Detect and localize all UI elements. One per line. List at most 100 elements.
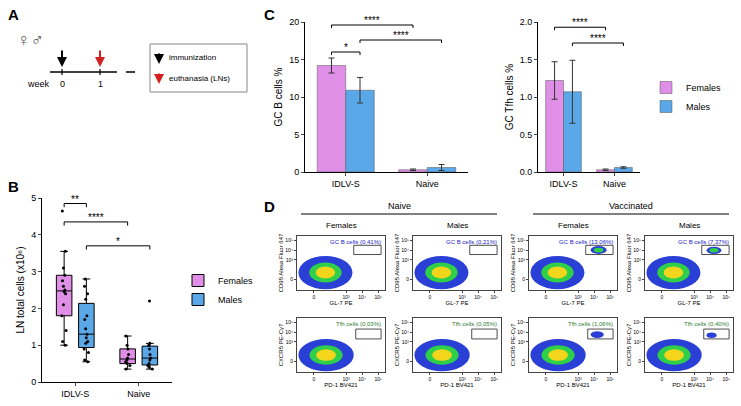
svg-text:10⁴: 10⁴ — [401, 247, 409, 253]
svg-text:10⁴: 10⁴ — [706, 294, 714, 300]
svg-text:10⁴: 10⁴ — [285, 329, 293, 335]
svg-text:10³: 10³ — [342, 294, 350, 300]
svg-text:10⁵: 10⁵ — [633, 319, 641, 325]
svg-text:10⁵: 10⁵ — [606, 294, 614, 300]
svg-text:10⁵: 10⁵ — [722, 376, 730, 382]
svg-text:10⁴: 10⁴ — [590, 294, 598, 300]
svg-text:3: 3 — [31, 267, 36, 277]
svg-text:GL-7 PE: GL-7 PE — [445, 300, 468, 306]
svg-text:10⁴: 10⁴ — [517, 247, 525, 253]
svg-text:10⁴: 10⁴ — [474, 376, 482, 382]
svg-text:10⁵: 10⁵ — [490, 294, 498, 300]
svg-text:GC B cells (0,21%): GC B cells (0,21%) — [446, 239, 497, 245]
svg-text:0: 0 — [522, 276, 525, 282]
svg-text:10³: 10³ — [458, 294, 466, 300]
svg-text:C: C — [264, 6, 275, 23]
svg-text:0: 0 — [406, 276, 409, 282]
svg-text:10³: 10³ — [634, 339, 642, 345]
svg-text:GL-7 PE: GL-7 PE — [561, 300, 584, 306]
svg-text:GC B cells (13,06%): GC B cells (13,06%) — [559, 239, 613, 245]
svg-text:10⁵: 10⁵ — [401, 319, 409, 325]
svg-text:Males: Males — [218, 295, 243, 305]
svg-text:week: week — [27, 79, 50, 89]
svg-text:1.5: 1.5 — [520, 55, 533, 65]
svg-text:euthanasia (LNs): euthanasia (LNs) — [169, 74, 230, 83]
svg-text:PD-1 BV421: PD-1 BV421 — [556, 382, 590, 388]
svg-text:0: 0 — [428, 376, 431, 382]
svg-text:10³: 10³ — [574, 376, 582, 382]
svg-text:Females: Females — [558, 221, 589, 230]
svg-text:10⁵: 10⁵ — [374, 294, 382, 300]
svg-text:GC Tfh cells %: GC Tfh cells % — [504, 64, 515, 131]
svg-text:LN total cells (x10⁶): LN total cells (x10⁶) — [15, 247, 26, 334]
svg-text:0: 0 — [660, 294, 663, 300]
svg-text:****: **** — [572, 17, 588, 28]
svg-text:10⁵: 10⁵ — [517, 319, 525, 325]
svg-text:10⁵: 10⁵ — [285, 319, 293, 325]
svg-text:CD95 Alexa Fluor 647: CD95 Alexa Fluor 647 — [510, 233, 516, 292]
svg-text:CXCR5 PE-Cy7: CXCR5 PE-Cy7 — [394, 323, 400, 366]
svg-text:10⁴: 10⁴ — [474, 294, 482, 300]
svg-text:1: 1 — [31, 340, 36, 350]
svg-text:PD-1 BV421: PD-1 BV421 — [324, 382, 358, 388]
svg-text:0: 0 — [294, 167, 299, 177]
svg-text:10³: 10³ — [402, 257, 410, 263]
svg-text:0: 0 — [638, 276, 641, 282]
svg-text:immunization: immunization — [169, 53, 216, 62]
svg-text:Naive: Naive — [388, 201, 411, 211]
svg-text:IDLV-S: IDLV-S — [61, 389, 89, 399]
svg-text:5: 5 — [31, 193, 36, 203]
svg-text:0: 0 — [544, 294, 547, 300]
svg-text:10³: 10³ — [518, 257, 526, 263]
svg-text:10³: 10³ — [286, 257, 294, 263]
svg-text:0: 0 — [290, 276, 293, 282]
svg-text:0.5: 0.5 — [520, 130, 533, 140]
svg-text:10⁵: 10⁵ — [490, 376, 498, 382]
svg-text:10³: 10³ — [458, 376, 466, 382]
svg-text:10³: 10³ — [402, 339, 410, 345]
svg-text:B: B — [8, 178, 19, 195]
svg-text:10⁵: 10⁵ — [517, 237, 525, 243]
svg-text:CXCR5 PE-Cy7: CXCR5 PE-Cy7 — [510, 323, 516, 366]
svg-text:Females: Females — [686, 83, 721, 93]
svg-text:IDLV-S: IDLV-S — [550, 179, 578, 189]
svg-text:10⁴: 10⁴ — [285, 247, 293, 253]
svg-text:Tfh cells (1,06%): Tfh cells (1,06%) — [568, 321, 613, 327]
svg-text:10⁵: 10⁵ — [285, 237, 293, 243]
svg-text:Vaccinated: Vaccinated — [609, 201, 653, 211]
svg-text:0: 0 — [31, 377, 36, 387]
svg-text:♀♂: ♀♂ — [17, 30, 44, 50]
svg-text:0: 0 — [660, 376, 663, 382]
svg-text:10⁵: 10⁵ — [722, 294, 730, 300]
svg-text:10⁴: 10⁴ — [633, 329, 641, 335]
svg-text:**: ** — [71, 194, 79, 205]
svg-text:PD-1 BV421: PD-1 BV421 — [440, 382, 474, 388]
svg-text:10⁴: 10⁴ — [590, 376, 598, 382]
svg-text:10³: 10³ — [690, 294, 698, 300]
svg-text:Males: Males — [679, 221, 700, 230]
svg-text:0: 0 — [544, 376, 547, 382]
svg-text:10⁴: 10⁴ — [358, 294, 366, 300]
svg-text:****: **** — [393, 30, 409, 41]
svg-text:0: 0 — [312, 376, 315, 382]
svg-text:****: **** — [88, 212, 104, 223]
svg-text:*: * — [344, 42, 348, 53]
svg-text:CXCR5 PE-Cy7: CXCR5 PE-Cy7 — [278, 323, 284, 366]
svg-text:Females: Females — [218, 276, 253, 286]
svg-text:GC B cells (7,37%): GC B cells (7,37%) — [678, 239, 729, 245]
svg-text:10⁵: 10⁵ — [606, 376, 614, 382]
svg-text:****: **** — [364, 15, 380, 26]
svg-text:0: 0 — [638, 358, 641, 364]
svg-text:Tfh cells (0,03%): Tfh cells (0,03%) — [336, 321, 381, 327]
svg-text:10⁴: 10⁴ — [633, 247, 641, 253]
svg-text:PD-1 BV421: PD-1 BV421 — [672, 382, 706, 388]
svg-text:10⁴: 10⁴ — [706, 376, 714, 382]
svg-text:0: 0 — [312, 294, 315, 300]
svg-text:Naive: Naive — [603, 179, 626, 189]
svg-text:2: 2 — [31, 304, 36, 314]
svg-text:10⁴: 10⁴ — [401, 329, 409, 335]
svg-text:10⁵: 10⁵ — [401, 237, 409, 243]
svg-text:Naive: Naive — [416, 179, 439, 189]
svg-text:0: 0 — [428, 294, 431, 300]
svg-text:10⁴: 10⁴ — [358, 376, 366, 382]
